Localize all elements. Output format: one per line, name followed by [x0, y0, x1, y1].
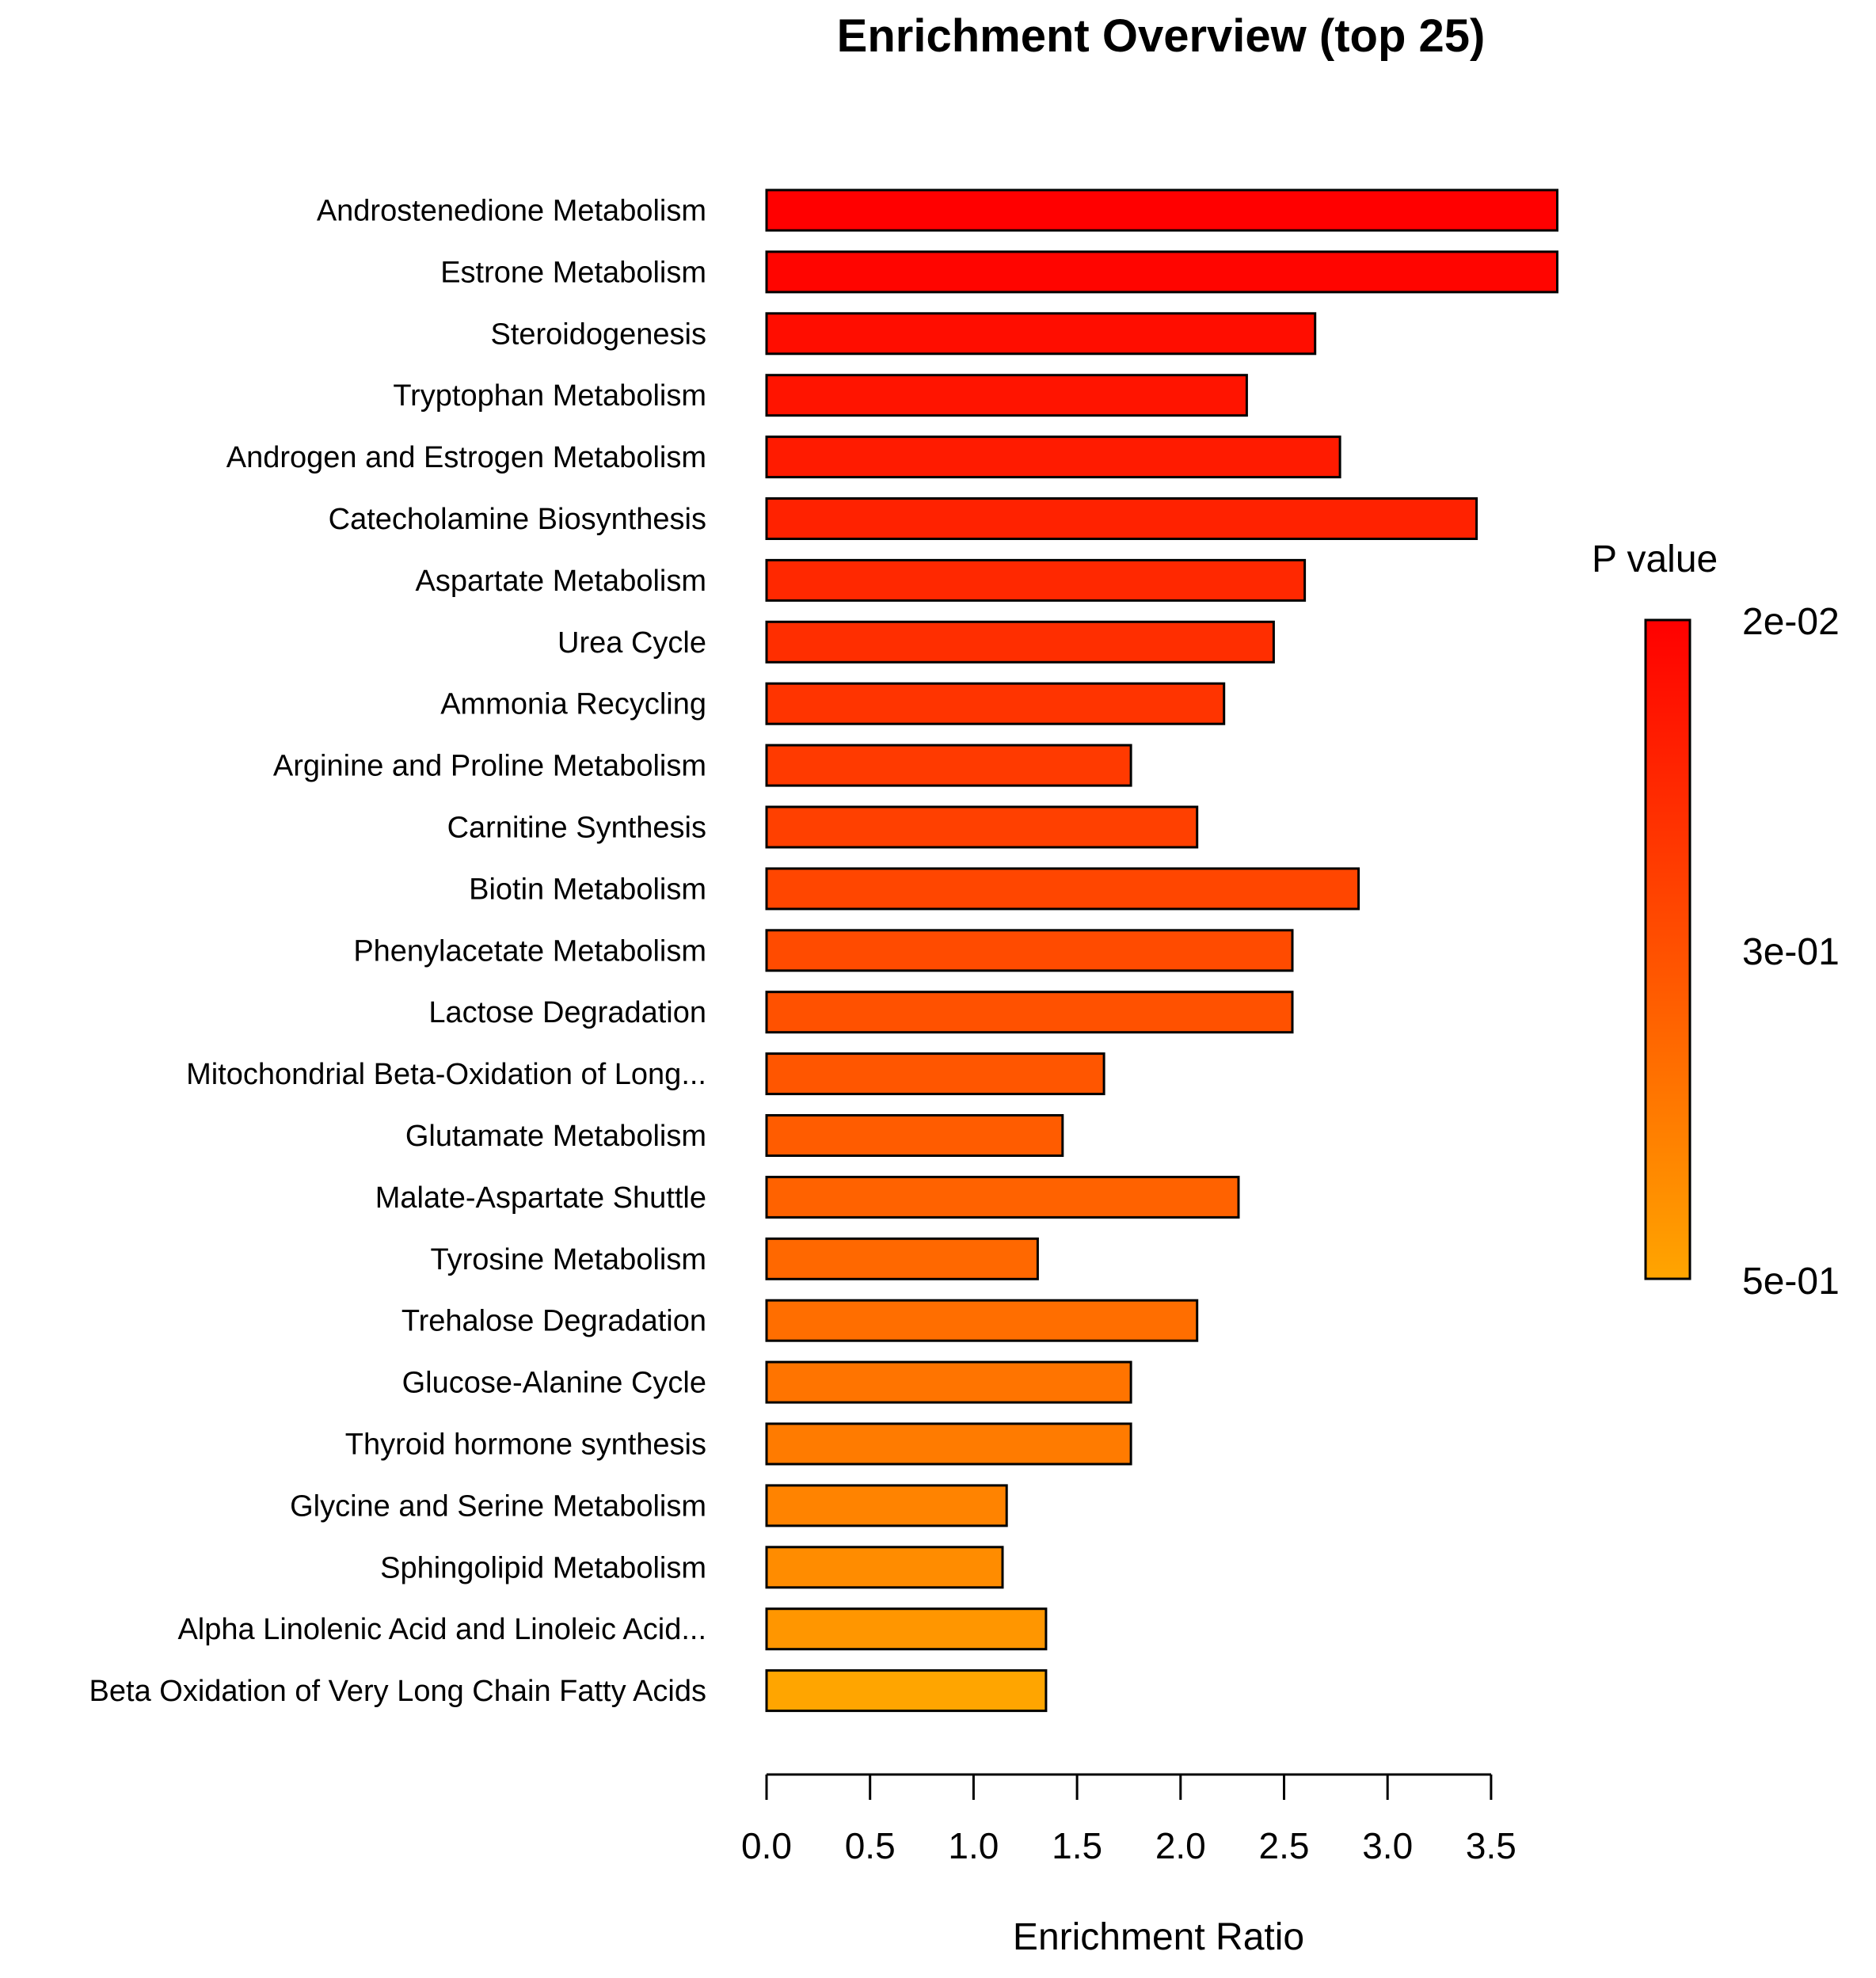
bar-6	[765, 497, 1478, 540]
bar-4	[765, 374, 1248, 417]
category-label-19: Trehalose Degradation	[401, 1305, 706, 1338]
bars-group	[765, 188, 1558, 1713]
bar-11	[765, 805, 1199, 849]
category-label-17: Malate-Aspartate Shuttle	[375, 1181, 706, 1215]
category-label-13: Phenylacetate Metabolism	[353, 934, 706, 968]
legend-tick-bottom: 5e-01	[1742, 1261, 1840, 1303]
x-axis: 0.0 0.5 1.0 1.5 2.0 2.5 3.0 3.5	[741, 1773, 1516, 1866]
bar-12	[765, 867, 1360, 911]
category-label-18: Tyrosine Metabolism	[431, 1243, 706, 1276]
legend-title: P value	[1592, 538, 1718, 580]
bar-2	[765, 250, 1558, 294]
category-label-10: Arginine and Proline Metabolism	[273, 750, 706, 783]
legend-tick-middle: 3e-01	[1742, 931, 1840, 973]
x-tick-label-8: 3.5	[1466, 1825, 1516, 1866]
bar-25	[765, 1669, 1048, 1713]
x-tick-label-1: 0.0	[741, 1825, 792, 1866]
category-label-7: Aspartate Metabolism	[416, 565, 707, 598]
bar-24	[765, 1607, 1048, 1651]
chart-title: Enrichment Overview (top 25)	[837, 10, 1486, 62]
category-label-22: Glycine and Serine Metabolism	[290, 1489, 706, 1523]
bar-10	[765, 744, 1132, 787]
category-label-25: Beta Oxidation of Very Long Chain Fatty …	[89, 1675, 706, 1708]
x-tick-label-7: 3.0	[1362, 1825, 1413, 1866]
p-value-legend: P value 2e-02 3e-01 5e-01	[1592, 538, 1840, 1303]
category-label-24: Alpha Linolenic Acid and Linoleic Acid..…	[177, 1613, 706, 1646]
category-label-23: Sphingolipid Metabolism	[380, 1551, 706, 1584]
category-label-3: Steroidogenesis	[490, 318, 706, 351]
bar-8	[765, 620, 1275, 664]
bar-9	[765, 682, 1226, 725]
category-label-15: Mitochondrial Beta-Oxidation of Long...	[186, 1058, 706, 1091]
bar-3	[765, 312, 1317, 356]
legend-color-bar	[1644, 618, 1691, 1280]
x-tick-label-2: 0.5	[845, 1825, 896, 1866]
bar-19	[765, 1299, 1199, 1342]
bar-22	[765, 1484, 1008, 1527]
bar-16	[765, 1114, 1064, 1157]
x-tick-label-5: 2.0	[1155, 1825, 1206, 1866]
category-label-21: Thyroid hormone synthesis	[345, 1428, 706, 1462]
category-label-4: Tryptophan Metabolism	[393, 379, 706, 413]
bar-23	[765, 1546, 1004, 1589]
x-axis-title: Enrichment Ratio	[1013, 1916, 1304, 1958]
category-label-20: Glucose-Alanine Cycle	[402, 1367, 706, 1400]
x-tick-label-6: 2.5	[1259, 1825, 1310, 1866]
category-label-11: Carnitine Synthesis	[447, 812, 706, 845]
bar-7	[765, 558, 1307, 602]
category-labels: Androstenedione Metabolism Estrone Metabo…	[89, 195, 706, 1709]
bar-17	[765, 1175, 1240, 1219]
legend-tick-top: 2e-02	[1742, 601, 1840, 643]
bar-21	[765, 1422, 1132, 1466]
category-label-12: Biotin Metabolism	[469, 873, 706, 906]
bar-13	[765, 929, 1294, 972]
x-tick-label-3: 1.0	[948, 1825, 999, 1866]
category-label-1: Androstenedione Metabolism	[317, 195, 706, 228]
x-axis-ticks: 0.0 0.5 1.0 1.5 2.0 2.5 3.0 3.5	[741, 1774, 1516, 1866]
x-tick-label-4: 1.5	[1052, 1825, 1102, 1866]
category-label-8: Urea Cycle	[557, 626, 706, 660]
category-label-16: Glutamate Metabolism	[405, 1120, 706, 1153]
bar-14	[765, 991, 1294, 1034]
category-label-9: Ammonia Recycling	[440, 688, 706, 721]
bar-1	[765, 188, 1558, 232]
bar-18	[765, 1237, 1039, 1280]
bar-20	[765, 1360, 1132, 1404]
category-label-5: Androgen and Estrogen Metabolism	[226, 441, 706, 474]
category-label-6: Catecholamine Biosynthesis	[329, 503, 706, 536]
bar-15	[765, 1052, 1105, 1096]
category-label-2: Estrone Metabolism	[440, 256, 706, 289]
bar-5	[765, 436, 1341, 479]
category-label-14: Lactose Degradation	[428, 996, 706, 1029]
